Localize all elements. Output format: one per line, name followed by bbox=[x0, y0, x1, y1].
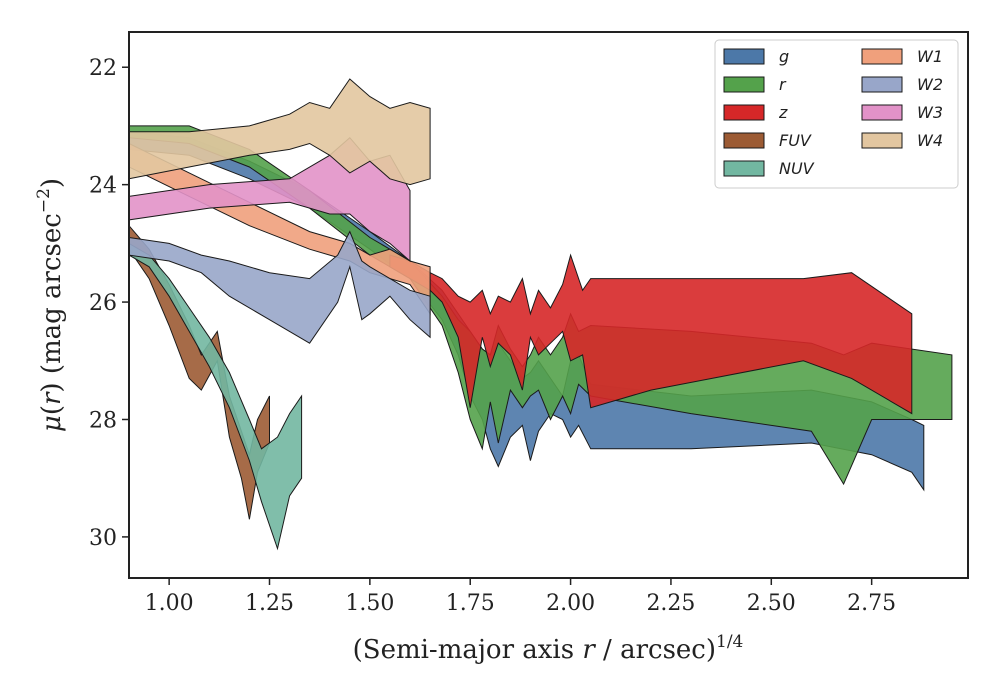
band-w3 bbox=[128, 136, 411, 263]
legend-label-z: z bbox=[778, 103, 788, 122]
y-tick-label: 24 bbox=[89, 174, 117, 199]
legend-label-w1: W1 bbox=[917, 47, 943, 66]
x-tick-label: 2.75 bbox=[847, 591, 896, 616]
x-axis-label: (Semi-major axis r / arcsec)1/4 bbox=[353, 632, 744, 665]
legend-swatch-w2 bbox=[861, 76, 903, 93]
band-nuv bbox=[128, 242, 303, 551]
y-tick-label: 28 bbox=[89, 408, 117, 433]
legend-label-w3: W3 bbox=[917, 103, 943, 122]
y-tick-label: 22 bbox=[89, 56, 117, 81]
legend-label-w2: W2 bbox=[917, 75, 943, 94]
legend: grz FUV NUV W1 W2 W3 W4 bbox=[714, 39, 959, 189]
x-tick-label: 2.00 bbox=[546, 591, 595, 616]
x-tick-label: 1.25 bbox=[245, 591, 294, 616]
x-tick-label: 1.00 bbox=[145, 591, 194, 616]
legend-swatch-w4 bbox=[861, 132, 903, 149]
legend-swatch-w3 bbox=[861, 104, 903, 121]
x-tick-label: 2.50 bbox=[747, 591, 796, 616]
legend-swatch-nuv bbox=[723, 160, 765, 177]
x-axis-ticks: 1.00 1.25 1.50 1.75 2.00 2.25 2.50 2.75 bbox=[145, 578, 896, 616]
legend-swatch-g bbox=[723, 48, 765, 65]
legend-swatch-z bbox=[723, 104, 765, 121]
legend-label-g: g bbox=[779, 47, 789, 66]
legend-label-fuv: FUV bbox=[779, 131, 812, 150]
plot-frame bbox=[128, 31, 969, 579]
legend-swatch-r bbox=[723, 76, 765, 93]
legend-swatch-w1 bbox=[861, 48, 903, 65]
legend-swatch-fuv bbox=[723, 132, 765, 149]
x-tick-label: 2.25 bbox=[646, 591, 695, 616]
x-tick-label: 1.50 bbox=[345, 591, 394, 616]
band-w4 bbox=[128, 78, 431, 186]
legend-label-nuv: NUV bbox=[779, 159, 815, 178]
y-axis-ticks: 22 24 26 28 30 bbox=[89, 56, 129, 551]
y-axis-label: μ(r) (mag arcsec−2) bbox=[34, 178, 67, 432]
profile-bands bbox=[128, 78, 953, 551]
y-tick-label: 30 bbox=[89, 526, 117, 551]
band-w2 bbox=[128, 230, 431, 344]
y-tick-label: 26 bbox=[89, 291, 117, 316]
legend-label-w4: W4 bbox=[917, 131, 943, 150]
band-z bbox=[389, 253, 913, 415]
legend-label-r: r bbox=[779, 75, 787, 94]
x-tick-label: 1.75 bbox=[446, 591, 495, 616]
